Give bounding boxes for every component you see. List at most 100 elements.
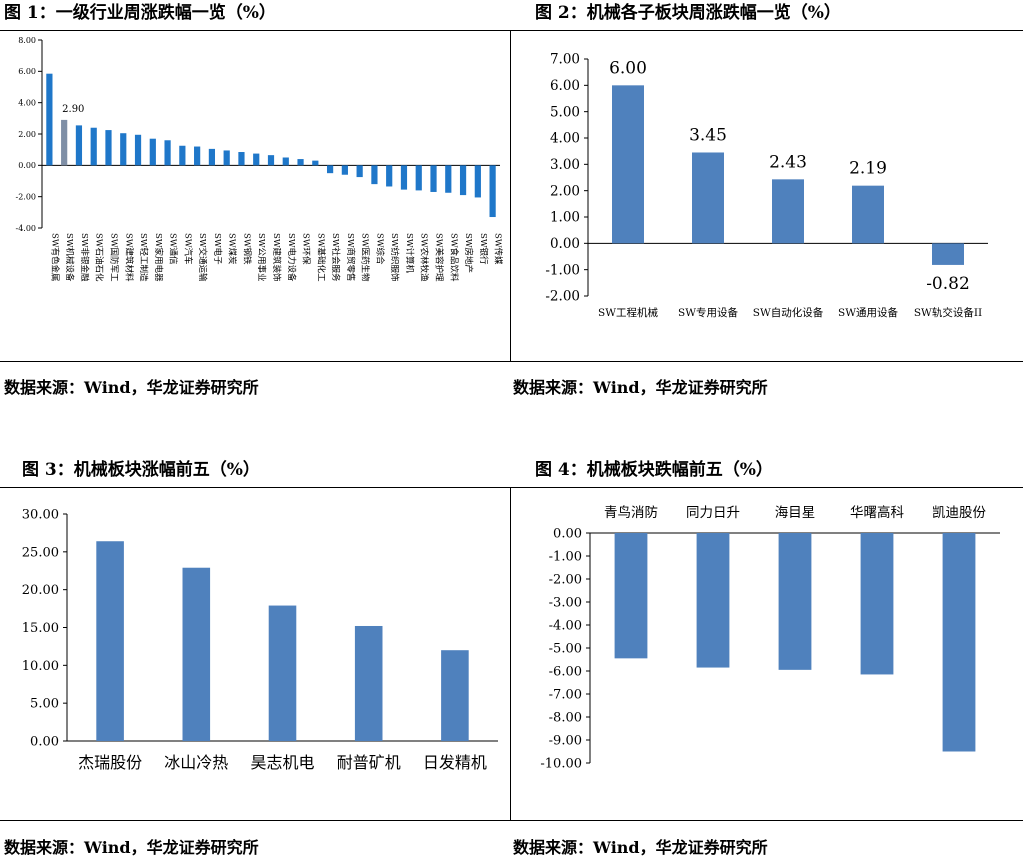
figure-2-caption: 图 2：机械各子板块周涨跌幅一览（%） (535, 3, 841, 23)
bar (134, 134, 142, 166)
bar (282, 157, 289, 166)
x-tick-label: SW建筑材料 (123, 233, 134, 282)
x-tick-label: 华曙高科 (850, 504, 904, 521)
x-tick-label: SW国防军工 (108, 233, 119, 282)
bar (778, 533, 812, 670)
x-tick-label: 杰瑞股份 (78, 753, 142, 772)
bar (441, 650, 469, 741)
x-tick-label: SW房地产 (463, 233, 474, 273)
x-tick-label: SW有色金属 (49, 233, 60, 282)
y-tick-label: 5.00 (30, 697, 59, 712)
x-tick-label: SW传媒 (493, 233, 504, 265)
bar (932, 243, 964, 265)
y-tick-label: 8.00 (18, 36, 36, 45)
bar (860, 533, 894, 675)
y-tick-label: 0.00 (18, 161, 36, 170)
x-tick-label: 耐普矿机 (337, 753, 401, 772)
data-label: 2.90 (62, 104, 84, 115)
bar (341, 165, 348, 175)
bar (445, 165, 452, 193)
data-label: 6.00 (609, 58, 647, 78)
x-tick-label: SW电子 (212, 233, 223, 265)
y-tick-label: 20.00 (22, 583, 59, 598)
x-tick-label: SW非银金融 (79, 233, 90, 282)
x-tick-label: SW社会服务 (330, 233, 341, 282)
x-tick-label: SW食品饮料 (448, 233, 459, 282)
x-tick-label: SW通用设备 (838, 306, 898, 319)
y-tick-label: 30.00 (22, 508, 59, 523)
y-tick-label: 0.00 (30, 735, 59, 750)
bar (46, 73, 53, 166)
x-tick-label: SW电力设备 (286, 233, 297, 282)
bar (852, 185, 884, 244)
bar (179, 145, 186, 166)
bar (61, 119, 68, 166)
bar (400, 165, 408, 190)
x-tick-label: SW汽车 (182, 233, 193, 265)
y-tick-label: 25.00 (22, 545, 59, 560)
x-tick-label: SW煤炭 (227, 233, 238, 265)
x-tick-label: SW石油石化 (94, 233, 105, 282)
y-tick-label: 4.00 (18, 98, 36, 107)
y-tick-label: 6.00 (550, 78, 580, 94)
y-tick-label: -4.00 (15, 224, 36, 233)
bar (182, 567, 211, 741)
x-tick-label: SW农林牧渔 (419, 233, 430, 282)
y-tick-label: -8.00 (549, 711, 582, 726)
data-label: 2.43 (769, 152, 807, 172)
x-tick-label: SW医药生物 (360, 233, 371, 282)
x-tick-label: 昊志机电 (250, 753, 314, 772)
bar (194, 146, 201, 166)
x-tick-label: SW公用事业 (256, 233, 267, 282)
bar (354, 625, 383, 741)
bottom-rule-row1 (0, 361, 1023, 362)
bar (312, 160, 319, 166)
x-tick-label: 凯迪股份 (932, 505, 986, 521)
bar (105, 130, 112, 166)
y-tick-label: 2.00 (550, 183, 580, 199)
y-tick-label: -1.00 (545, 262, 580, 278)
x-tick-label: SW综合 (374, 233, 385, 265)
x-tick-label: SW家用电器 (153, 233, 164, 282)
bar (164, 140, 171, 166)
x-tick-label: SW轨交设备II (914, 306, 982, 319)
x-tick-label: 海目星 (775, 505, 816, 521)
figure-4-source: 数据来源：Wind，华龙证券研究所 (513, 838, 768, 857)
x-tick-label: SW钢铁 (241, 233, 252, 265)
bar (96, 541, 124, 741)
figure-3-caption: 图 3：机械板块涨幅前五（%） (22, 460, 260, 480)
bar (386, 165, 393, 187)
x-tick-label: SW轻工制造 (138, 233, 149, 282)
y-tick-label: -9.00 (549, 734, 582, 749)
data-label: -0.82 (926, 274, 970, 294)
y-tick-label: 2.00 (18, 130, 36, 139)
bar (267, 155, 275, 166)
divider-row1 (510, 30, 511, 361)
bar (356, 165, 363, 178)
y-tick-label: -6.00 (549, 665, 582, 680)
x-tick-label: SW纺织服饰 (389, 233, 400, 282)
data-label: 3.45 (689, 125, 727, 145)
bar (268, 605, 297, 741)
y-tick-label: 0.00 (553, 527, 582, 542)
bar (772, 179, 804, 244)
y-tick-label: 6.00 (18, 67, 36, 76)
y-tick-label: 5.00 (550, 104, 580, 120)
bottom-rule-row2 (0, 820, 1023, 821)
y-tick-label: 15.00 (22, 621, 59, 636)
y-tick-label: 1.00 (550, 210, 580, 226)
x-tick-label: SW美容护理 (434, 233, 445, 282)
x-tick-label: SW交通运输 (197, 233, 208, 282)
x-tick-label: SW商贸零售 (345, 233, 356, 282)
x-tick-label: SW环保 (301, 233, 312, 265)
bar (120, 133, 127, 166)
x-tick-label: SW通信 (168, 233, 179, 265)
bar (253, 153, 260, 166)
top-rule-row1 (0, 30, 1023, 31)
figure-3-source: 数据来源：Wind，华龙证券研究所 (4, 838, 259, 857)
y-tick-label: -7.00 (549, 688, 582, 703)
x-tick-label: 日发精机 (423, 753, 487, 772)
